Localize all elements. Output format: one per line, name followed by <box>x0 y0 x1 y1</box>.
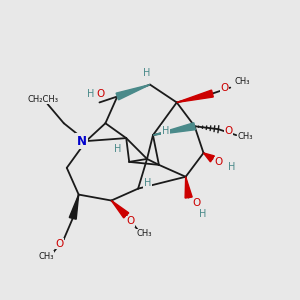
Polygon shape <box>111 200 129 218</box>
Polygon shape <box>153 123 195 135</box>
Text: H: H <box>162 126 169 136</box>
Text: CH₃: CH₃ <box>38 252 54 261</box>
Polygon shape <box>69 195 79 219</box>
Text: H: H <box>228 162 236 172</box>
Text: H: H <box>87 88 94 98</box>
Text: N: N <box>76 135 87 148</box>
Text: O: O <box>220 82 228 93</box>
Polygon shape <box>185 177 192 198</box>
Text: O: O <box>97 88 105 98</box>
Text: CH₂CH₃: CH₂CH₃ <box>28 95 58 104</box>
Text: CH₃: CH₃ <box>137 229 152 238</box>
Text: H: H <box>199 209 207 219</box>
Text: H: H <box>144 178 151 188</box>
Polygon shape <box>116 85 150 100</box>
Text: O: O <box>55 238 64 249</box>
Text: CH₃: CH₃ <box>234 77 250 86</box>
Text: CH₃: CH₃ <box>237 132 253 141</box>
Text: H: H <box>143 68 151 78</box>
Text: O: O <box>225 126 233 136</box>
Text: O: O <box>127 216 135 226</box>
Text: H: H <box>114 143 122 154</box>
Polygon shape <box>177 90 213 102</box>
Text: O: O <box>214 158 223 167</box>
Polygon shape <box>203 153 214 162</box>
Text: O: O <box>192 199 200 208</box>
